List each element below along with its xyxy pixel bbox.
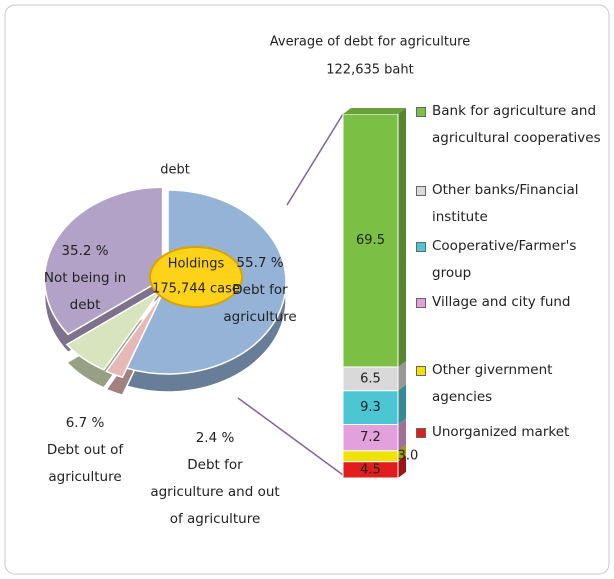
legend-label: Cooperative/Farmer's group — [432, 238, 577, 281]
bar-segment — [342, 423, 399, 452]
bar-side — [398, 108, 406, 367]
legend-item: Village and city fund — [416, 289, 606, 316]
bar-top — [343, 108, 406, 114]
bar-side — [398, 444, 406, 462]
legend-label: Other givernment agencies — [432, 362, 553, 405]
slice-value-label: 55.7 % — [236, 255, 284, 271]
legend-item: Bank for agriculture and agricultural co… — [416, 98, 606, 152]
bar-value-label: 69.5 — [356, 233, 385, 248]
bar-value-label: 7.2 — [360, 430, 381, 445]
legend-swatch — [416, 428, 426, 438]
legend-swatch — [416, 366, 426, 376]
legend-item: Cooperative/Farmer's group — [416, 233, 606, 287]
connector — [237, 397, 344, 476]
bar-title: Average of debt for agriculture — [270, 35, 470, 50]
bar-side — [398, 418, 406, 451]
pie-slice — [43, 186, 164, 336]
pie-slice — [105, 290, 165, 379]
legend-label: Bank for agriculture and agricultural co… — [432, 103, 601, 146]
legend-item: Other givernment agencies — [416, 357, 606, 411]
legend-label: Village and city fund — [432, 294, 571, 310]
bar-side — [398, 360, 406, 391]
legend-swatch — [416, 107, 426, 117]
legend-swatch — [416, 298, 426, 308]
legend-swatch — [416, 186, 426, 196]
bar-value-label: 6.5 — [360, 371, 381, 386]
center-label: Holdings — [168, 257, 225, 272]
pie-slice — [65, 288, 163, 371]
legend-label: Other banks/Financial institute — [432, 182, 579, 225]
slice-category-label: Debt out of agriculture — [46, 442, 124, 485]
bar-segment — [342, 450, 399, 463]
bar-value-label: 9.3 — [360, 400, 381, 415]
slice-value-label: 35.2 % — [61, 243, 109, 259]
bar-value-label: 3.0 — [398, 449, 419, 464]
legend-swatch — [416, 242, 426, 252]
bar-segment — [342, 113, 399, 368]
bar-subtitle: 122,635 baht — [326, 63, 413, 78]
legend-item: Unorganized market — [416, 419, 606, 446]
bar-side — [398, 455, 406, 478]
slice-category-label: Debt for agriculture — [223, 282, 297, 325]
center-badge — [149, 246, 243, 308]
slice-category-label: Debt for agriculture and out of agricult… — [150, 457, 280, 527]
bar-value-label: 4.5 — [360, 462, 381, 477]
center-label: 175,744 case — [152, 282, 240, 297]
annotation: debt — [160, 163, 190, 178]
slice-category-label: Not being in debt — [43, 270, 127, 313]
connector — [286, 113, 344, 206]
slice-value-label: 2.4 % — [195, 430, 235, 446]
frame — [4, 4, 610, 575]
legend-label: Unorganized market — [432, 424, 570, 440]
legend-item: Other banks/Financial institute — [416, 177, 606, 231]
bar-side — [398, 384, 406, 425]
slice-value-label: 6.7 % — [65, 415, 105, 431]
